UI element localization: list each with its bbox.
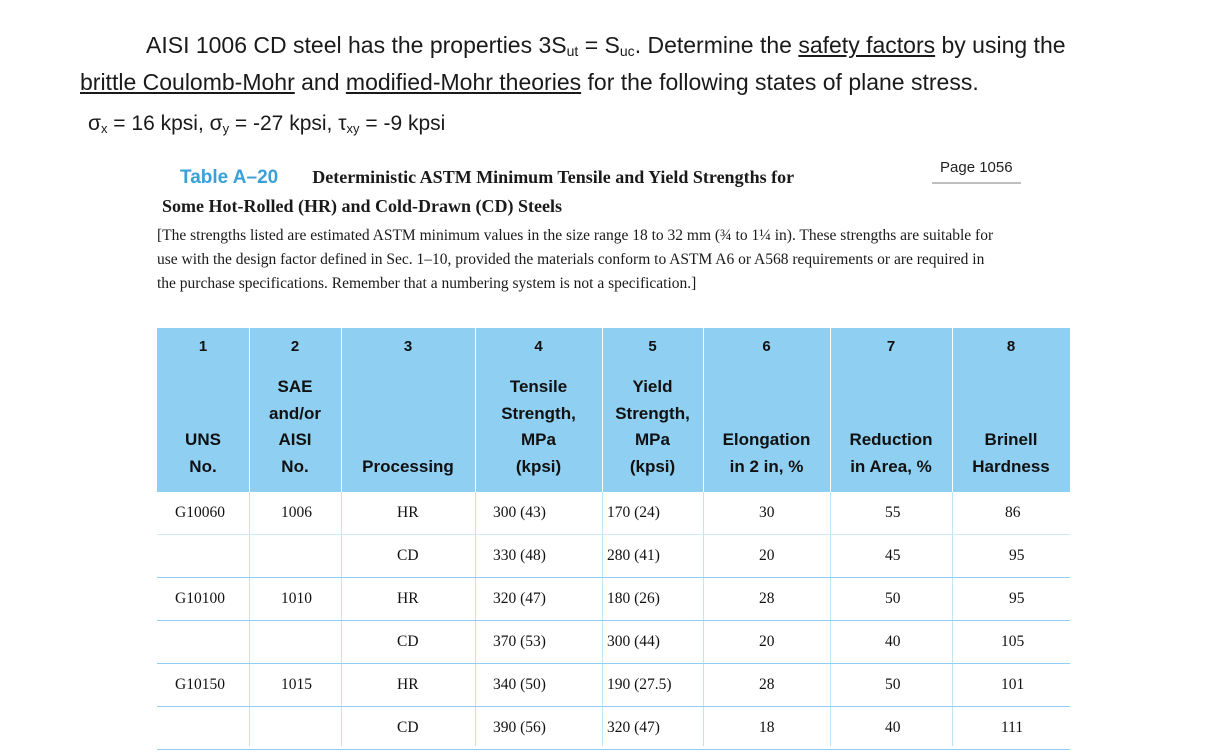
cell-elongation: 20: [759, 547, 775, 564]
table-title-line2: Some Hot-Rolled (HR) and Cold-Drawn (CD)…: [162, 196, 562, 216]
sigma-symbol: σ: [88, 112, 101, 135]
problem-text: and: [294, 69, 346, 95]
cell-reduction: 45: [885, 547, 901, 564]
table-note: [The strengths listed are estimated ASTM…: [157, 227, 994, 292]
column-number-5: 5: [648, 338, 657, 355]
cell-reduction: 40: [885, 719, 901, 736]
stress-value: = -9 kpsi: [359, 112, 446, 135]
tau-symbol: τ: [338, 112, 347, 135]
cell-uns: G10100: [175, 590, 225, 607]
cell-elongation: 28: [759, 676, 775, 693]
cell-processing: HR: [397, 590, 419, 607]
cell-brinell: 86: [1005, 504, 1021, 521]
header-elongation: Elongation in 2 in, %: [722, 430, 811, 476]
problem-text: by using the: [935, 32, 1066, 58]
subscript: x: [100, 121, 108, 136]
cell-brinell: 95: [1009, 547, 1025, 564]
problem-text: = S: [578, 32, 620, 58]
column-number-6: 6: [762, 338, 771, 355]
cell-yield: 300 (44): [607, 633, 660, 650]
header-tensile: Tensile Strength, MPa (kpsi): [501, 377, 576, 476]
cell-tensile: 390 (56): [493, 719, 546, 736]
column-number-2: 2: [290, 338, 300, 355]
strength-table: 1 2 3 4 5 6 7 8 UNS No. SAE and/or AISI No. …: [157, 328, 1070, 750]
cell-elongation: 30: [759, 504, 775, 521]
problem-text: for the following states of plane stress…: [581, 69, 979, 95]
table-row: G10060 1006 HR 300 (43) 170 (24) 30 55 8…: [157, 492, 1070, 535]
cell-uns: G10150: [175, 676, 225, 693]
cell-tensile: 320 (47): [493, 590, 546, 607]
header-yield: Yield Strength, MPa (kpsi): [615, 377, 690, 476]
column-number-1: 1: [198, 338, 208, 355]
cell-brinell: 95: [1009, 590, 1025, 607]
cell-uns: G10060: [175, 504, 225, 521]
stress-state: σx = 16 kpsi, σy = -27 kpsi, τxy = -9 kp…: [88, 112, 445, 136]
cell-elongation: 28: [759, 590, 775, 607]
cell-elongation: 20: [759, 633, 775, 650]
stress-value: = -27 kpsi,: [229, 112, 339, 135]
cell-processing: CD: [397, 633, 419, 650]
header-brinell: Brinell Hardness: [972, 430, 1050, 476]
header-reduction: Reduction in Area, %: [849, 430, 933, 476]
subscript-uc: uc: [619, 43, 635, 59]
table-header: 1 2 3 4 5 6 7 8 UNS No. SAE and/or AISI No. …: [157, 328, 1070, 492]
cell-reduction: 50: [885, 676, 901, 693]
cell-yield: 180 (26): [607, 590, 660, 607]
problem-statement: AISI 1006 CD steel has the properties 3S…: [80, 30, 1190, 98]
cell-reduction: 40: [885, 633, 901, 650]
cell-processing: CD: [397, 547, 419, 564]
table-row: G10150 1015 HR 340 (50) 190 (27.5) 28 50…: [157, 664, 1070, 707]
link-brittle-coulomb-mohr[interactable]: brittle Coulomb-Mohr: [80, 69, 295, 95]
cell-tensile: 340 (50): [493, 676, 546, 693]
table-label: Table A–20: [180, 167, 279, 188]
link-safety-factors[interactable]: safety factors: [798, 32, 936, 58]
cell-yield: 320 (47): [607, 719, 660, 736]
table-row: CD 370 (53) 300 (44) 20 40 105: [157, 621, 1070, 664]
cell-tensile: 330 (48): [493, 547, 546, 564]
link-modified-mohr[interactable]: modified-Mohr theories: [345, 69, 582, 95]
header-uns: UNS No.: [185, 430, 221, 476]
column-number-8: 8: [1006, 338, 1016, 355]
problem-text: . Determine the: [634, 32, 799, 58]
cell-processing: HR: [397, 504, 419, 521]
header-sae-aisi: SAE and/or AISI No.: [269, 377, 321, 476]
page-reference: Page 1056: [932, 157, 1021, 184]
cell-sae: 1015: [281, 676, 312, 693]
cell-reduction: 50: [885, 590, 901, 607]
subscript: xy: [346, 121, 360, 136]
table-row: CD 330 (48) 280 (41) 20 45 95: [157, 535, 1070, 578]
cell-brinell: 111: [1001, 719, 1024, 736]
subscript-ut: ut: [566, 43, 579, 59]
table-row: G10100 1010 HR 320 (47) 180 (26) 28 50 9…: [157, 578, 1070, 621]
cell-brinell: 101: [1001, 676, 1025, 693]
column-number-3: 3: [403, 338, 413, 355]
cell-tensile: 300 (43): [493, 504, 546, 521]
cell-sae: 1010: [281, 590, 312, 607]
column-number-4: 4: [534, 338, 543, 355]
cell-yield: 190 (27.5): [607, 676, 672, 693]
cell-brinell: 105: [1001, 633, 1025, 650]
header-processing: Processing: [362, 456, 454, 476]
cell-processing: HR: [397, 676, 419, 693]
table-row: CD 390 (56) 320 (47) 18 40 111: [157, 707, 1070, 750]
cell-reduction: 55: [885, 504, 901, 521]
cell-yield: 280 (41): [607, 547, 660, 564]
cell-tensile: 370 (53): [493, 633, 546, 650]
cell-yield: 170 (24): [607, 504, 660, 521]
sigma-symbol: σ: [209, 112, 223, 135]
cell-processing: CD: [397, 719, 419, 736]
table-title: Table A–20 Deterministic ASTM Minimum Ten…: [162, 163, 962, 221]
column-number-7: 7: [886, 338, 896, 355]
cell-sae: 1006: [281, 504, 312, 521]
cell-elongation: 18: [759, 719, 775, 736]
problem-text: AISI 1006 CD steel has the properties 3S: [146, 32, 567, 58]
table-title-line1: Deterministic ASTM Minimum Tensile and Y…: [312, 167, 795, 187]
subscript: y: [222, 121, 230, 136]
table-body: G10060 1006 HR 300 (43) 170 (24) 30 55 8…: [157, 492, 1070, 750]
stress-value: = 16 kpsi,: [107, 112, 210, 135]
